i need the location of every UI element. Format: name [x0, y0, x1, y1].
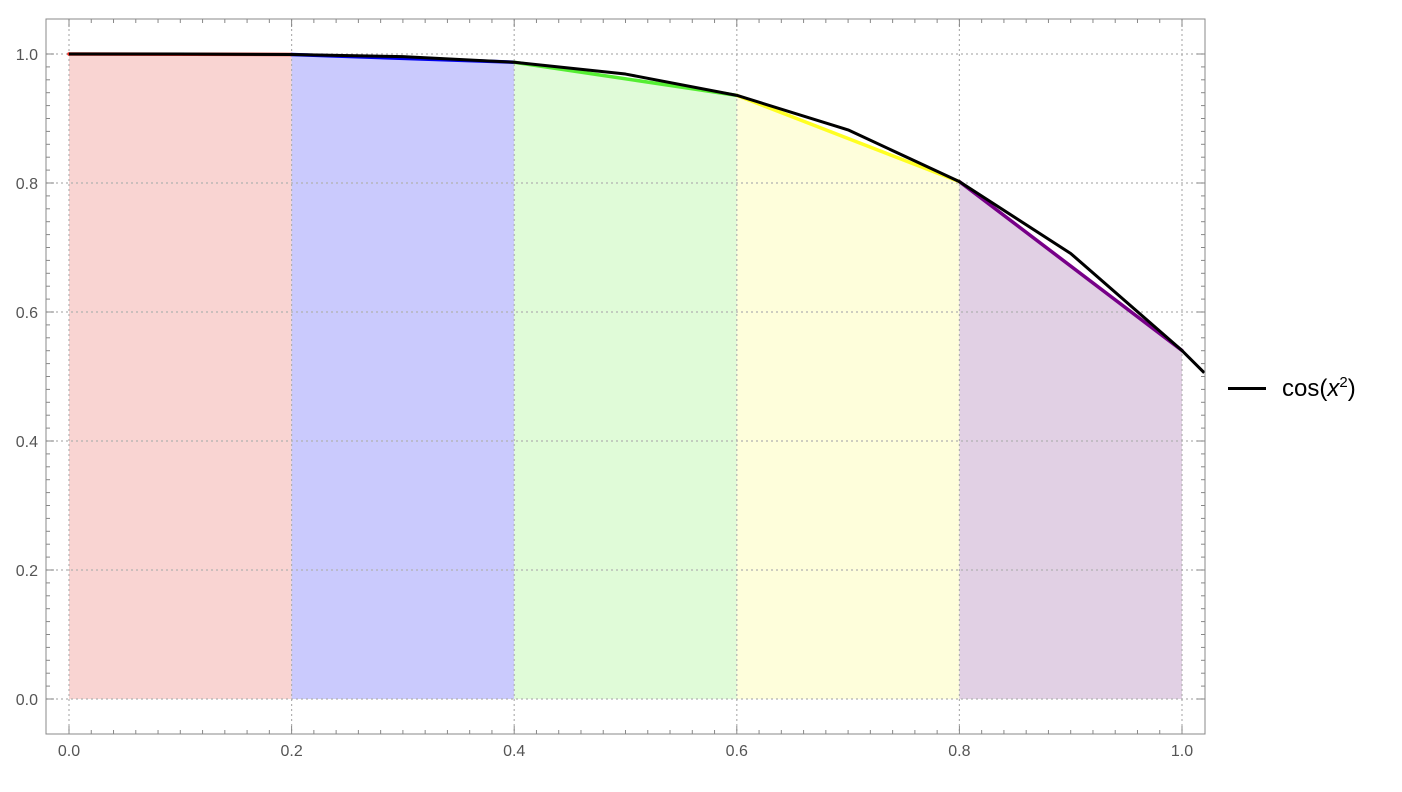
- trapezoid-fill-2: [291, 54, 515, 700]
- legend-label-base: cos(: [1282, 375, 1328, 402]
- curve-layer: [68, 52, 1205, 374]
- legend-label-close: ): [1347, 375, 1356, 402]
- y-tick-label-4: 0.8: [16, 176, 38, 193]
- x-tick-label-3: 0.6: [726, 743, 748, 760]
- x-tick-label-5: 1.0: [1171, 743, 1193, 760]
- legend-swatch: [1228, 387, 1266, 390]
- legend-label-exp: 2: [1339, 374, 1348, 391]
- trapezoid-edge-4: [735, 93, 962, 184]
- x-tick-label-1: 0.2: [280, 743, 302, 760]
- trapezoid-fill-4: [736, 95, 960, 700]
- x-axis: 0.0 0.2 0.4 0.6 0.8 1.0: [58, 19, 1193, 760]
- y-tick-label-0: 0.0: [16, 692, 38, 709]
- y-tick-label-3: 0.6: [16, 305, 38, 322]
- grid: [46, 19, 1205, 734]
- trapezoid-edge-3: [512, 60, 739, 98]
- legend-label: cos(x2): [1282, 374, 1356, 403]
- y-tick-label-2: 0.4: [16, 434, 38, 451]
- trapezoid-fill-3: [514, 62, 737, 700]
- trapezoid-fills: [69, 54, 1182, 700]
- y-tick-label-5: 1.0: [16, 47, 38, 64]
- legend-label-var: x: [1327, 375, 1340, 402]
- x-tick-label-2: 0.4: [503, 743, 525, 760]
- trapezoid-fill-1: [69, 54, 292, 699]
- trapezoid-edge-5: [957, 179, 1184, 353]
- x-tick-label-4: 0.8: [948, 743, 970, 760]
- y-axis: 0.0 0.2 0.4 0.6 0.8 1.0: [16, 47, 1205, 709]
- trapezoid-fill-5: [959, 181, 1182, 699]
- curve-cos-x-squared: [68, 52, 1205, 374]
- legend: cos(x2): [1228, 374, 1356, 403]
- x-tick-label-0: 0.0: [58, 743, 80, 760]
- y-tick-label-1: 0.2: [16, 563, 38, 580]
